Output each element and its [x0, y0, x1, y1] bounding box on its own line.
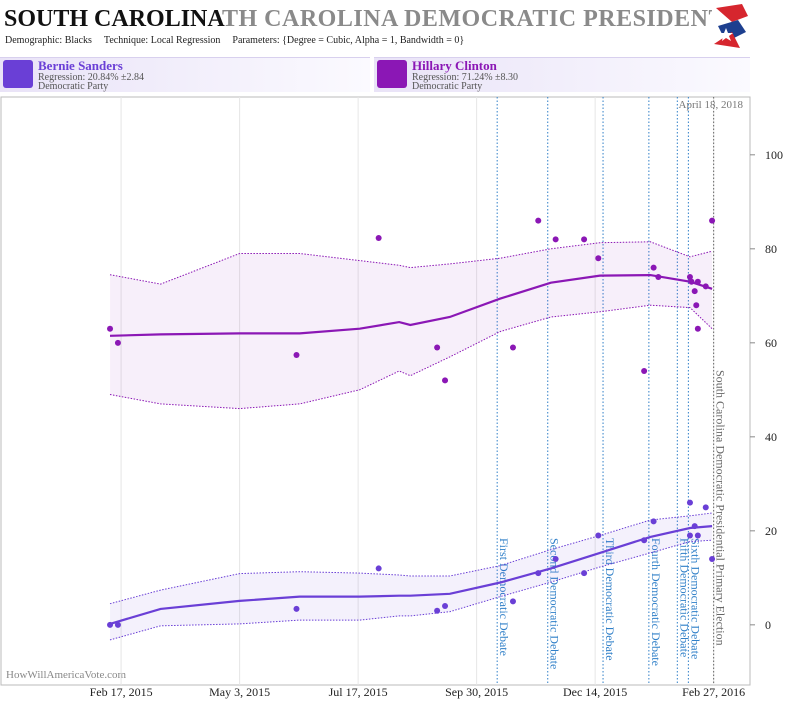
logo — [714, 4, 748, 48]
poll-point — [709, 217, 716, 224]
poll-point — [293, 605, 300, 612]
event-label: Sixth Democratic Debate — [688, 538, 702, 659]
poll-point — [702, 504, 709, 511]
poll-point — [650, 518, 657, 525]
poll-point — [552, 556, 559, 563]
y-tick-label: 20 — [765, 524, 777, 538]
watermark: HowWillAmericaVote.com — [6, 669, 126, 681]
poll-point — [375, 565, 382, 572]
subtitle-item: Parameters: {Degree = Cubic, Alpha = 1, … — [232, 35, 465, 46]
event-label: Third Democratic Debate — [603, 538, 617, 661]
x-tick-label: Dec 14, 2015 — [563, 685, 627, 699]
band-lower — [109, 304, 713, 410]
poll-point — [434, 344, 441, 351]
poll-point — [686, 274, 693, 281]
x-tick-label: Jul 17, 2015 — [329, 685, 388, 699]
poll-point — [694, 532, 701, 539]
poll-point — [641, 368, 648, 375]
legend-icon — [377, 60, 407, 88]
poll-point — [650, 264, 657, 271]
event-label: First Democratic Debate — [497, 538, 511, 656]
band-upper — [109, 512, 713, 605]
title-scroll: TH CAROLINA DEMOCRATIC PRESIDENTIAL P — [222, 6, 712, 32]
poll-point — [442, 377, 449, 384]
subtitle-item: Demographic: Blacks — [5, 35, 92, 46]
poll-point — [509, 598, 516, 605]
date-stamp: April 18, 2018 — [679, 99, 744, 111]
poll-point — [114, 339, 121, 346]
poll-point — [581, 570, 588, 577]
legend-party: Democratic Party — [412, 81, 483, 92]
poll-point — [693, 302, 700, 309]
poll-point — [581, 236, 588, 243]
legend-name: Bernie Sanders — [38, 58, 123, 73]
poll-point — [107, 325, 114, 332]
poll-point — [375, 235, 382, 242]
regression-line — [109, 273, 713, 337]
legend-entry: Bernie Sanders Regression: 20.84% ±2.84 … — [0, 57, 370, 92]
poll-point — [535, 217, 542, 224]
y-tick-label: 40 — [765, 430, 777, 444]
poll-point — [595, 255, 602, 262]
poll-point — [535, 570, 542, 577]
legend-entry: Hillary Clinton Regression: 71.24% ±8.30… — [374, 57, 750, 92]
poll-point — [709, 556, 716, 563]
poll-point — [691, 523, 698, 530]
poll-point — [442, 603, 449, 610]
band-lower — [109, 539, 713, 641]
legend-name: Hillary Clinton — [412, 58, 497, 73]
poll-point — [688, 278, 695, 285]
poll-point — [114, 621, 121, 628]
confidence-band — [110, 512, 713, 640]
poll-point — [694, 278, 701, 285]
poll-point — [641, 537, 648, 544]
y-tick-label: 100 — [765, 148, 783, 162]
header: SOUTH CAROLINA TH CAROLINA DEMOCRATIC PR… — [0, 0, 789, 56]
legend-icon — [3, 60, 33, 88]
x-tick-label: Feb 17, 2015 — [90, 685, 153, 699]
poll-point — [691, 288, 698, 295]
poll-point — [686, 499, 693, 506]
poll-point — [434, 607, 441, 614]
band-upper — [109, 241, 713, 285]
subtitle: Demographic: Blacks Technique: Local Regr… — [5, 35, 476, 46]
poll-point — [702, 283, 709, 290]
y-tick-label: 80 — [765, 242, 777, 256]
x-tick-label: May 3, 2015 — [209, 685, 270, 699]
legend-regression: Regression: 20.84% ±2.84 — [38, 72, 145, 83]
confidence-band — [110, 241, 713, 409]
poll-point — [694, 325, 701, 332]
subtitle-item: Technique: Local Regression — [103, 35, 221, 46]
legend-party: Democratic Party — [38, 81, 109, 92]
plot-frame — [0, 96, 751, 686]
poll-point — [595, 532, 602, 539]
poll-point — [107, 621, 114, 628]
event-label: Second Democratic Debate — [548, 538, 562, 669]
poll-point — [509, 344, 516, 351]
poll-point — [293, 352, 300, 359]
regression-line — [109, 525, 713, 625]
poll-point — [686, 532, 693, 539]
legend-regression: Regression: 71.24% ±8.30 — [412, 72, 519, 83]
x-tick-label: Sep 30, 2015 — [445, 685, 508, 699]
event-label: Fourth Democratic Debate — [649, 538, 663, 666]
x-tick-label: Feb 27, 2016 — [682, 685, 745, 699]
y-tick-label: 0 — [765, 618, 771, 632]
poll-point — [655, 274, 662, 281]
y-tick-label: 60 — [765, 336, 777, 350]
title-scroll-box: TH CAROLINA DEMOCRATIC PRESIDENTIAL P — [222, 6, 712, 36]
poll-point — [552, 236, 559, 243]
event-label: South Carolina Democratic Presidential P… — [714, 370, 728, 646]
event-label: Fifth Democratic Debate — [677, 538, 691, 657]
title: SOUTH CAROLINA — [4, 6, 225, 32]
